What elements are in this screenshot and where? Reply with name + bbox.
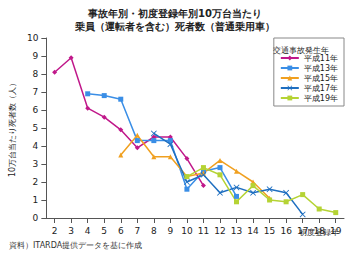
svg-text:7: 7 [134,226,140,236]
svg-text:1: 1 [33,195,39,205]
svg-text:6: 6 [33,105,39,115]
svg-text:10万台当たり死者数（人）: 10万台当たり死者数（人） [8,79,17,177]
svg-text:平成13年: 平成13年 [304,64,338,73]
svg-text:10: 10 [27,33,39,43]
svg-text:13: 13 [231,226,242,236]
svg-text:4: 4 [85,226,91,236]
svg-text:9: 9 [168,226,174,236]
svg-text:6: 6 [118,226,124,236]
svg-text:4: 4 [33,141,39,151]
svg-text:0: 0 [33,213,39,223]
svg-text:5: 5 [33,123,39,133]
svg-text:初度登録年: 初度登録年 [299,228,339,237]
svg-text:平成17年: 平成17年 [304,84,338,93]
svg-text:12: 12 [214,226,225,236]
svg-text:資料）ITARDA提供データを基に作成: 資料）ITARDA提供データを基に作成 [9,241,142,250]
svg-text:事故年別・初度登録年別10万台当たり: 事故年別・初度登録年別10万台当たり [87,8,262,19]
svg-text:平成11年: 平成11年 [304,54,338,63]
svg-text:8: 8 [33,69,39,79]
svg-text:交通事故発生年: 交通事故発生年 [273,46,329,55]
svg-text:乗員（運転者を含む）死者数（普通乗用車）: 乗員（運転者を含む）死者数（普通乗用車） [74,21,275,32]
svg-text:平成15年: 平成15年 [304,74,338,83]
svg-text:14: 14 [247,226,259,236]
svg-text:5: 5 [101,226,107,236]
svg-text:16: 16 [280,226,292,236]
svg-text:9: 9 [33,51,39,61]
svg-text:3: 3 [33,159,39,169]
svg-text:7: 7 [33,87,39,97]
svg-text:15: 15 [264,226,275,236]
svg-text:平成19年: 平成19年 [304,94,338,103]
svg-text:11: 11 [198,226,209,236]
svg-text:8: 8 [151,226,157,236]
svg-text:2: 2 [33,177,39,187]
svg-text:2: 2 [52,226,58,236]
svg-text:10: 10 [181,226,193,236]
svg-text:3: 3 [68,226,74,236]
